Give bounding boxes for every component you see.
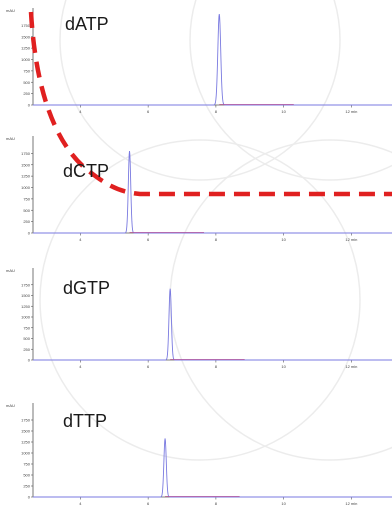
y-tick-label: 0 xyxy=(28,231,31,236)
y-tick-label: 1250 xyxy=(21,46,31,51)
x-tick-label: 6 xyxy=(147,501,150,506)
y-tick-label: 0 xyxy=(28,495,31,500)
x-tick-label: 12 min xyxy=(345,109,357,114)
watermark-arc xyxy=(39,139,361,461)
chromatogram-trace xyxy=(33,288,392,361)
y-tick-label: 1500 xyxy=(21,162,31,167)
y-unit-label: mAU xyxy=(6,403,15,408)
y-tick-label: 1750 xyxy=(21,151,31,156)
y-tick-label: 1750 xyxy=(21,23,31,28)
y-tick-label: 1000 xyxy=(21,57,31,62)
y-tick-label: 500 xyxy=(23,80,30,85)
y-tick-label: 750 xyxy=(23,68,30,73)
panel-label-dgtp: dGTP xyxy=(63,278,111,298)
panel-label-dttp: dTTP xyxy=(63,411,108,431)
y-tick-label: 250 xyxy=(23,347,30,352)
y-tick-label: 0 xyxy=(28,358,31,363)
x-tick-label: 12 min xyxy=(345,237,357,242)
x-tick-label: 8 xyxy=(215,364,218,369)
y-tick-label: 500 xyxy=(23,208,30,213)
y-tick-label: 1750 xyxy=(21,282,31,287)
y-tick-label: 1500 xyxy=(21,293,31,298)
watermark-arc xyxy=(189,0,392,181)
y-tick-label: 1750 xyxy=(21,418,31,423)
chart-panel-dttp: mAU 1750 1500 1250 1000 750 500 250 0 4 6 8 10 12 min xyxy=(6,403,392,506)
y-tick-label: 1000 xyxy=(21,315,31,320)
annotation-dashed-curve xyxy=(28,11,392,197)
y-tick-label: 250 xyxy=(23,484,30,489)
watermark-arc xyxy=(59,0,341,181)
x-tick-label: 4 xyxy=(79,364,82,369)
y-tick-label: 1000 xyxy=(21,451,31,456)
x-tick-label: 4 xyxy=(79,501,82,506)
x-tick-label: 8 xyxy=(215,237,218,242)
x-tick-label: 10 xyxy=(281,237,286,242)
panel-label-datp: dATP xyxy=(65,14,109,34)
y-unit-label: mAU xyxy=(6,268,15,273)
chart-panel-datp: mAU 1750 1500 1250 1000 750 500 250 0 4 6 8 10 12 min xyxy=(6,8,392,114)
x-tick-label: 12 min xyxy=(345,501,357,506)
y-tick-label: 250 xyxy=(23,219,30,224)
y-tick-label: 250 xyxy=(23,91,30,96)
y-tick-label: 0 xyxy=(28,103,31,108)
x-tick-label: 10 xyxy=(281,501,286,506)
y-tick-label: 1250 xyxy=(21,174,31,179)
x-tick-label: 8 xyxy=(215,109,218,114)
y-tick-label: 1500 xyxy=(21,429,31,434)
x-tick-label: 4 xyxy=(79,237,82,242)
y-tick-label: 1250 xyxy=(21,440,31,445)
y-tick-label: 750 xyxy=(23,196,30,201)
x-tick-label: 12 min xyxy=(345,364,357,369)
y-tick-label: 500 xyxy=(23,473,30,478)
y-tick-label: 1500 xyxy=(21,34,31,39)
x-tick-label: 8 xyxy=(215,501,218,506)
chart-panel-dctp: mAU 1750 1500 1250 1000 750 500 250 0 4 6 8 10 12 min xyxy=(6,136,392,242)
y-tick-label: 750 xyxy=(23,325,30,330)
y-unit-label: mAU xyxy=(6,8,15,13)
x-tick-label: 6 xyxy=(147,109,150,114)
x-tick-label: 6 xyxy=(147,237,150,242)
y-tick-label: 1250 xyxy=(21,304,31,309)
chromatogram-trace xyxy=(33,151,392,234)
chromatogram-trace xyxy=(33,438,392,498)
y-tick-label: 500 xyxy=(23,336,30,341)
chromatogram-trace xyxy=(33,13,392,106)
x-tick-label: 10 xyxy=(281,109,286,114)
x-tick-label: 4 xyxy=(79,109,82,114)
panel-label-dctp: dCTP xyxy=(63,161,110,181)
x-tick-label: 6 xyxy=(147,364,150,369)
chart-panel-dgtp: mAU 1750 1500 1250 1000 750 500 250 0 4 6 8 10 12 min xyxy=(6,268,392,369)
watermark-arcs xyxy=(39,0,392,461)
y-unit-label: mAU xyxy=(6,136,15,141)
y-tick-label: 750 xyxy=(23,462,30,467)
y-tick-label: 1000 xyxy=(21,185,31,190)
watermark-arc xyxy=(169,139,392,461)
x-tick-label: 10 xyxy=(281,364,286,369)
